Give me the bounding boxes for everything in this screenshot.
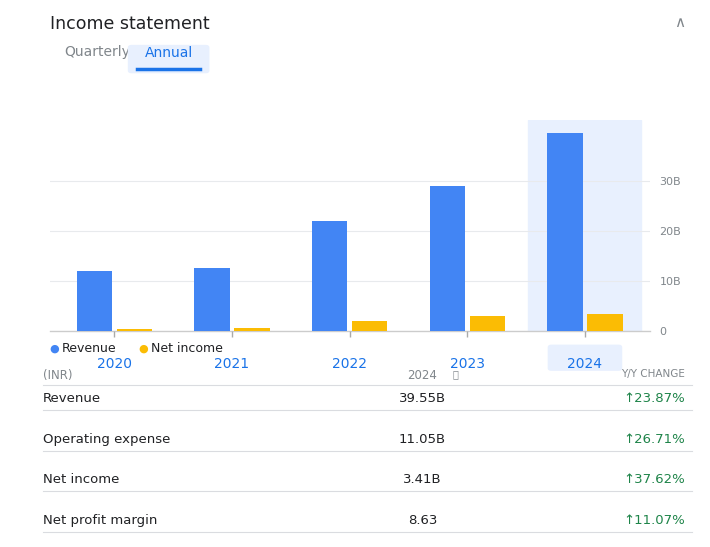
Bar (116, 329, 152, 331)
Bar (195, 268, 230, 331)
Text: Revenue: Revenue (43, 392, 101, 405)
Text: ∧: ∧ (674, 15, 685, 30)
Text: 2022: 2022 (332, 357, 367, 371)
Text: 2021: 2021 (214, 357, 250, 371)
Bar (528, 120, 641, 331)
Text: 8.63: 8.63 (408, 514, 437, 527)
Text: ●: ● (138, 344, 148, 354)
Text: ↑23.87%: ↑23.87% (623, 392, 685, 405)
Text: 2023: 2023 (450, 357, 485, 371)
Text: Revenue: Revenue (62, 342, 116, 356)
Text: Quarterly: Quarterly (64, 45, 130, 59)
Text: Net income: Net income (43, 473, 119, 486)
Text: 11.05B: 11.05B (399, 433, 446, 446)
Bar (312, 220, 347, 331)
Text: 2024: 2024 (567, 357, 603, 371)
Bar (234, 328, 270, 331)
Text: ●: ● (50, 344, 60, 354)
Text: Annual: Annual (145, 46, 192, 60)
Text: 2024: 2024 (408, 369, 437, 382)
Text: (INR): (INR) (43, 369, 72, 382)
Text: 39.55B: 39.55B (399, 392, 446, 405)
Bar (352, 321, 388, 331)
Text: Net profit margin: Net profit margin (43, 514, 157, 527)
Text: ↑26.71%: ↑26.71% (623, 433, 685, 446)
Text: Income statement: Income statement (50, 15, 209, 33)
Bar (77, 271, 112, 331)
Text: ↑11.07%: ↑11.07% (623, 514, 685, 527)
Bar (587, 314, 623, 331)
Text: Net income: Net income (151, 342, 222, 356)
Text: Operating expense: Operating expense (43, 433, 170, 446)
Text: Y/Y CHANGE: Y/Y CHANGE (621, 369, 685, 379)
Bar (547, 132, 583, 331)
Text: ↑37.62%: ↑37.62% (623, 473, 685, 486)
Bar (470, 316, 505, 331)
Text: 3.41B: 3.41B (403, 473, 442, 486)
Text: 2020: 2020 (97, 357, 132, 371)
Bar (430, 185, 465, 331)
Text: ⓘ: ⓘ (452, 369, 458, 379)
